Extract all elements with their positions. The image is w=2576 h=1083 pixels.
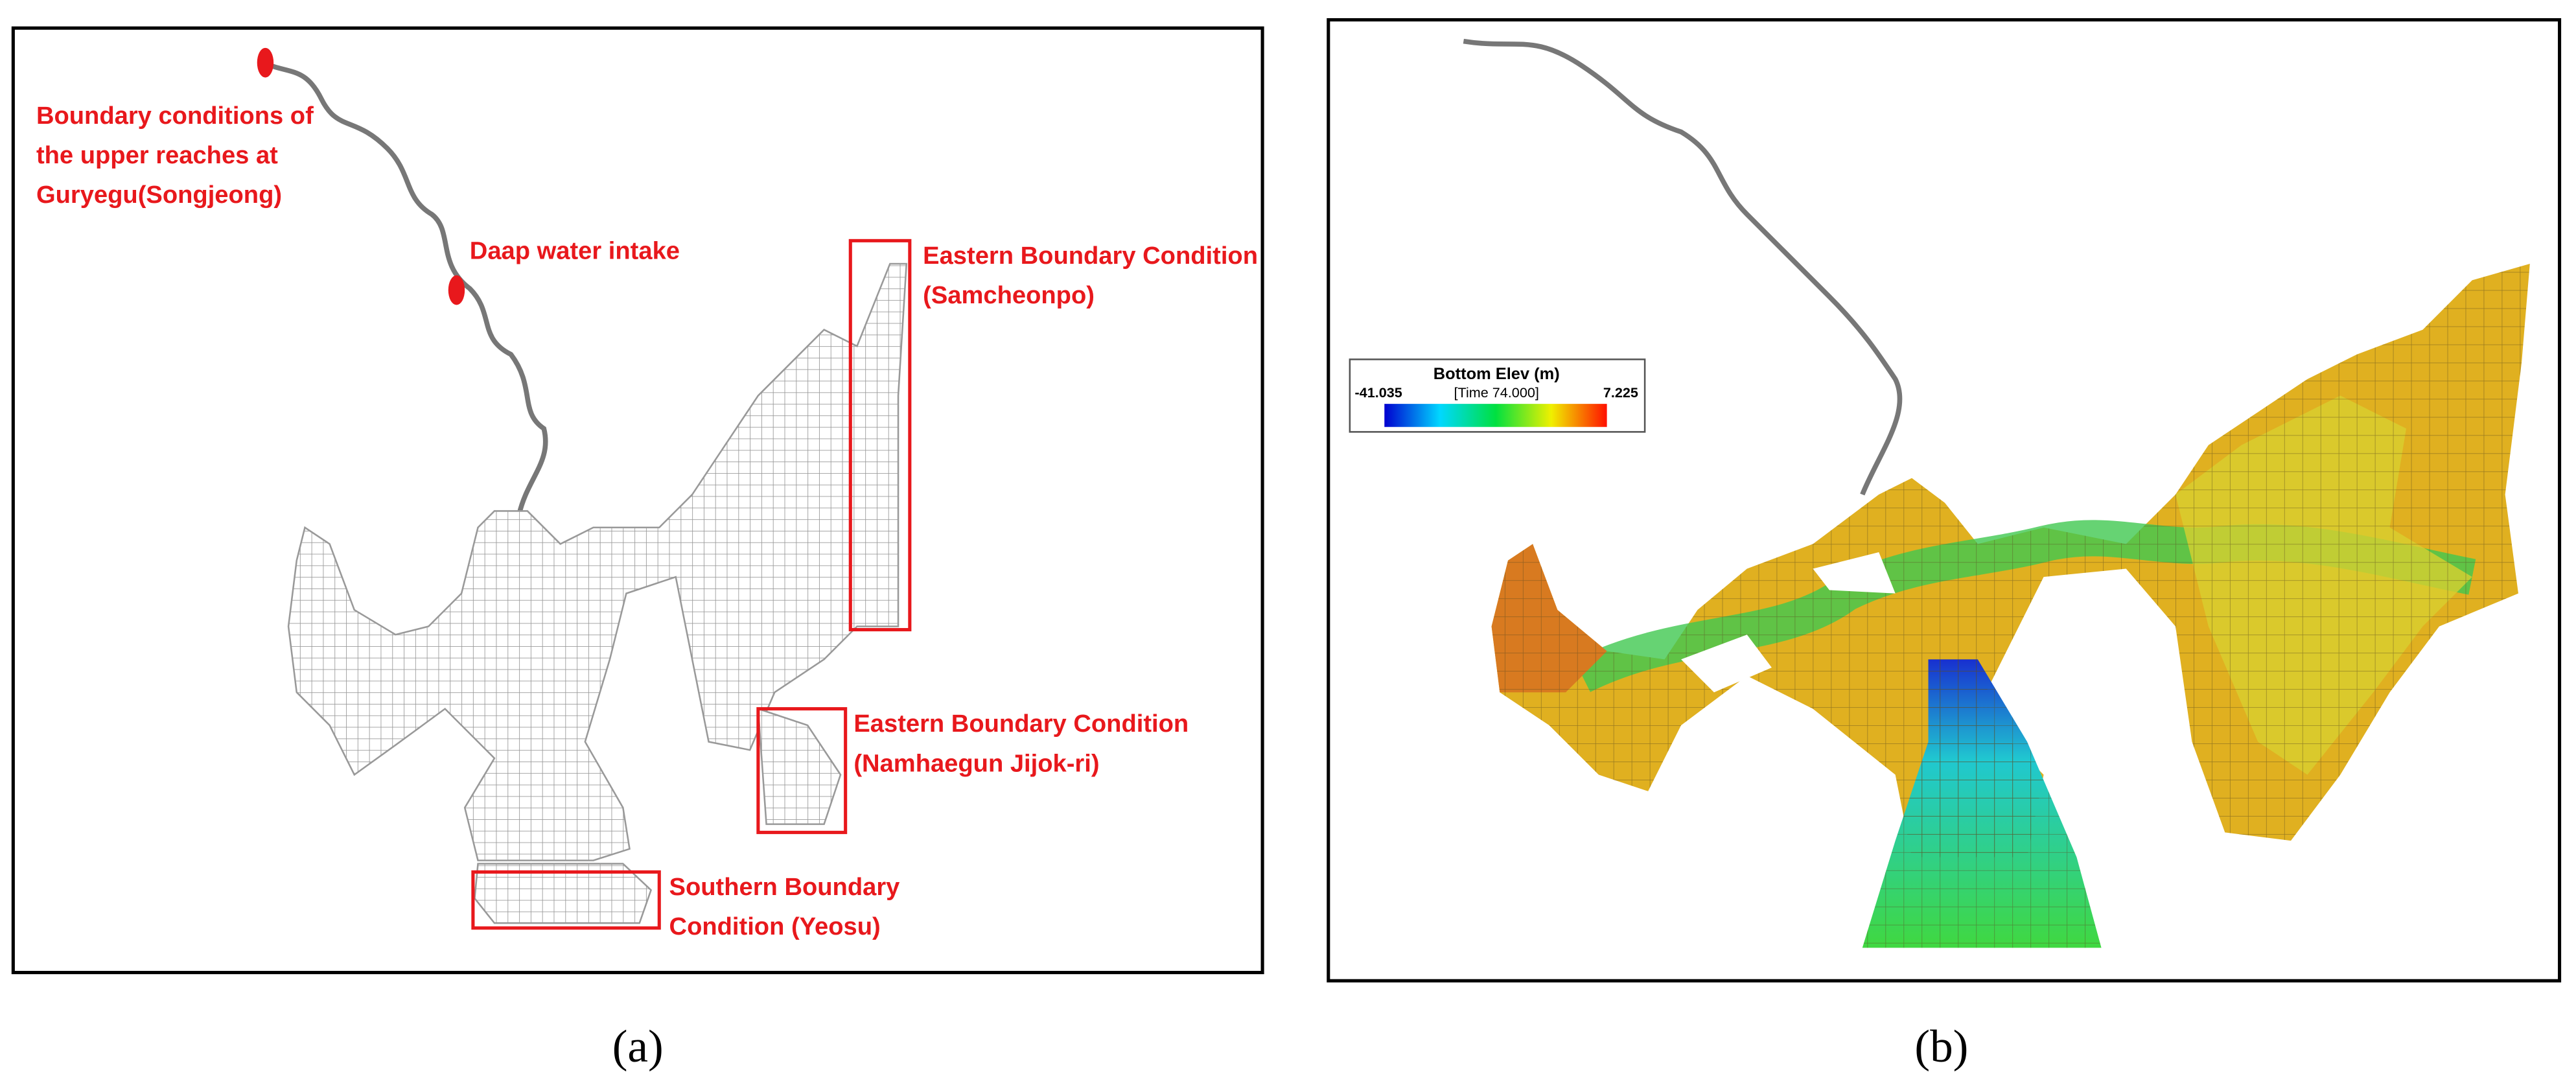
annotation: (Namhaegun Jijok-ri) bbox=[853, 749, 1099, 777]
annotation: Guryegu(Songjeong) bbox=[36, 181, 282, 209]
annotation: Eastern Boundary Condition bbox=[853, 710, 1189, 738]
annotation: Daap water intake bbox=[470, 237, 680, 264]
legend-time: [Time 74.000] bbox=[1454, 384, 1539, 401]
annotation: Boundary conditions of bbox=[36, 102, 314, 130]
marker bbox=[448, 275, 465, 305]
marker bbox=[257, 47, 274, 78]
legend-title: Bottom Elev (m) bbox=[1433, 365, 1560, 383]
model-mesh bbox=[757, 707, 842, 825]
annotation: Southern Boundary bbox=[669, 873, 900, 901]
annotation: Condition (Yeosu) bbox=[669, 913, 881, 940]
legend-min: -41.035 bbox=[1354, 384, 1402, 401]
colorbar bbox=[1384, 404, 1607, 427]
model-mesh bbox=[287, 262, 908, 861]
boundary-box bbox=[471, 870, 661, 930]
river bbox=[1463, 38, 1903, 496]
legend-max: 7.225 bbox=[1603, 384, 1638, 401]
boundary-box bbox=[756, 707, 848, 834]
caption: (a) bbox=[612, 1021, 664, 1072]
caption: (b) bbox=[1914, 1021, 1968, 1072]
model-mesh bbox=[1491, 263, 2530, 948]
annotation: the upper reaches at bbox=[36, 141, 278, 169]
panel-frame bbox=[11, 26, 1264, 975]
boundary-box bbox=[848, 239, 912, 632]
annotation: (Samcheonpo) bbox=[923, 281, 1095, 309]
river bbox=[262, 60, 548, 515]
annotation: Eastern Boundary Condition bbox=[923, 242, 1258, 270]
